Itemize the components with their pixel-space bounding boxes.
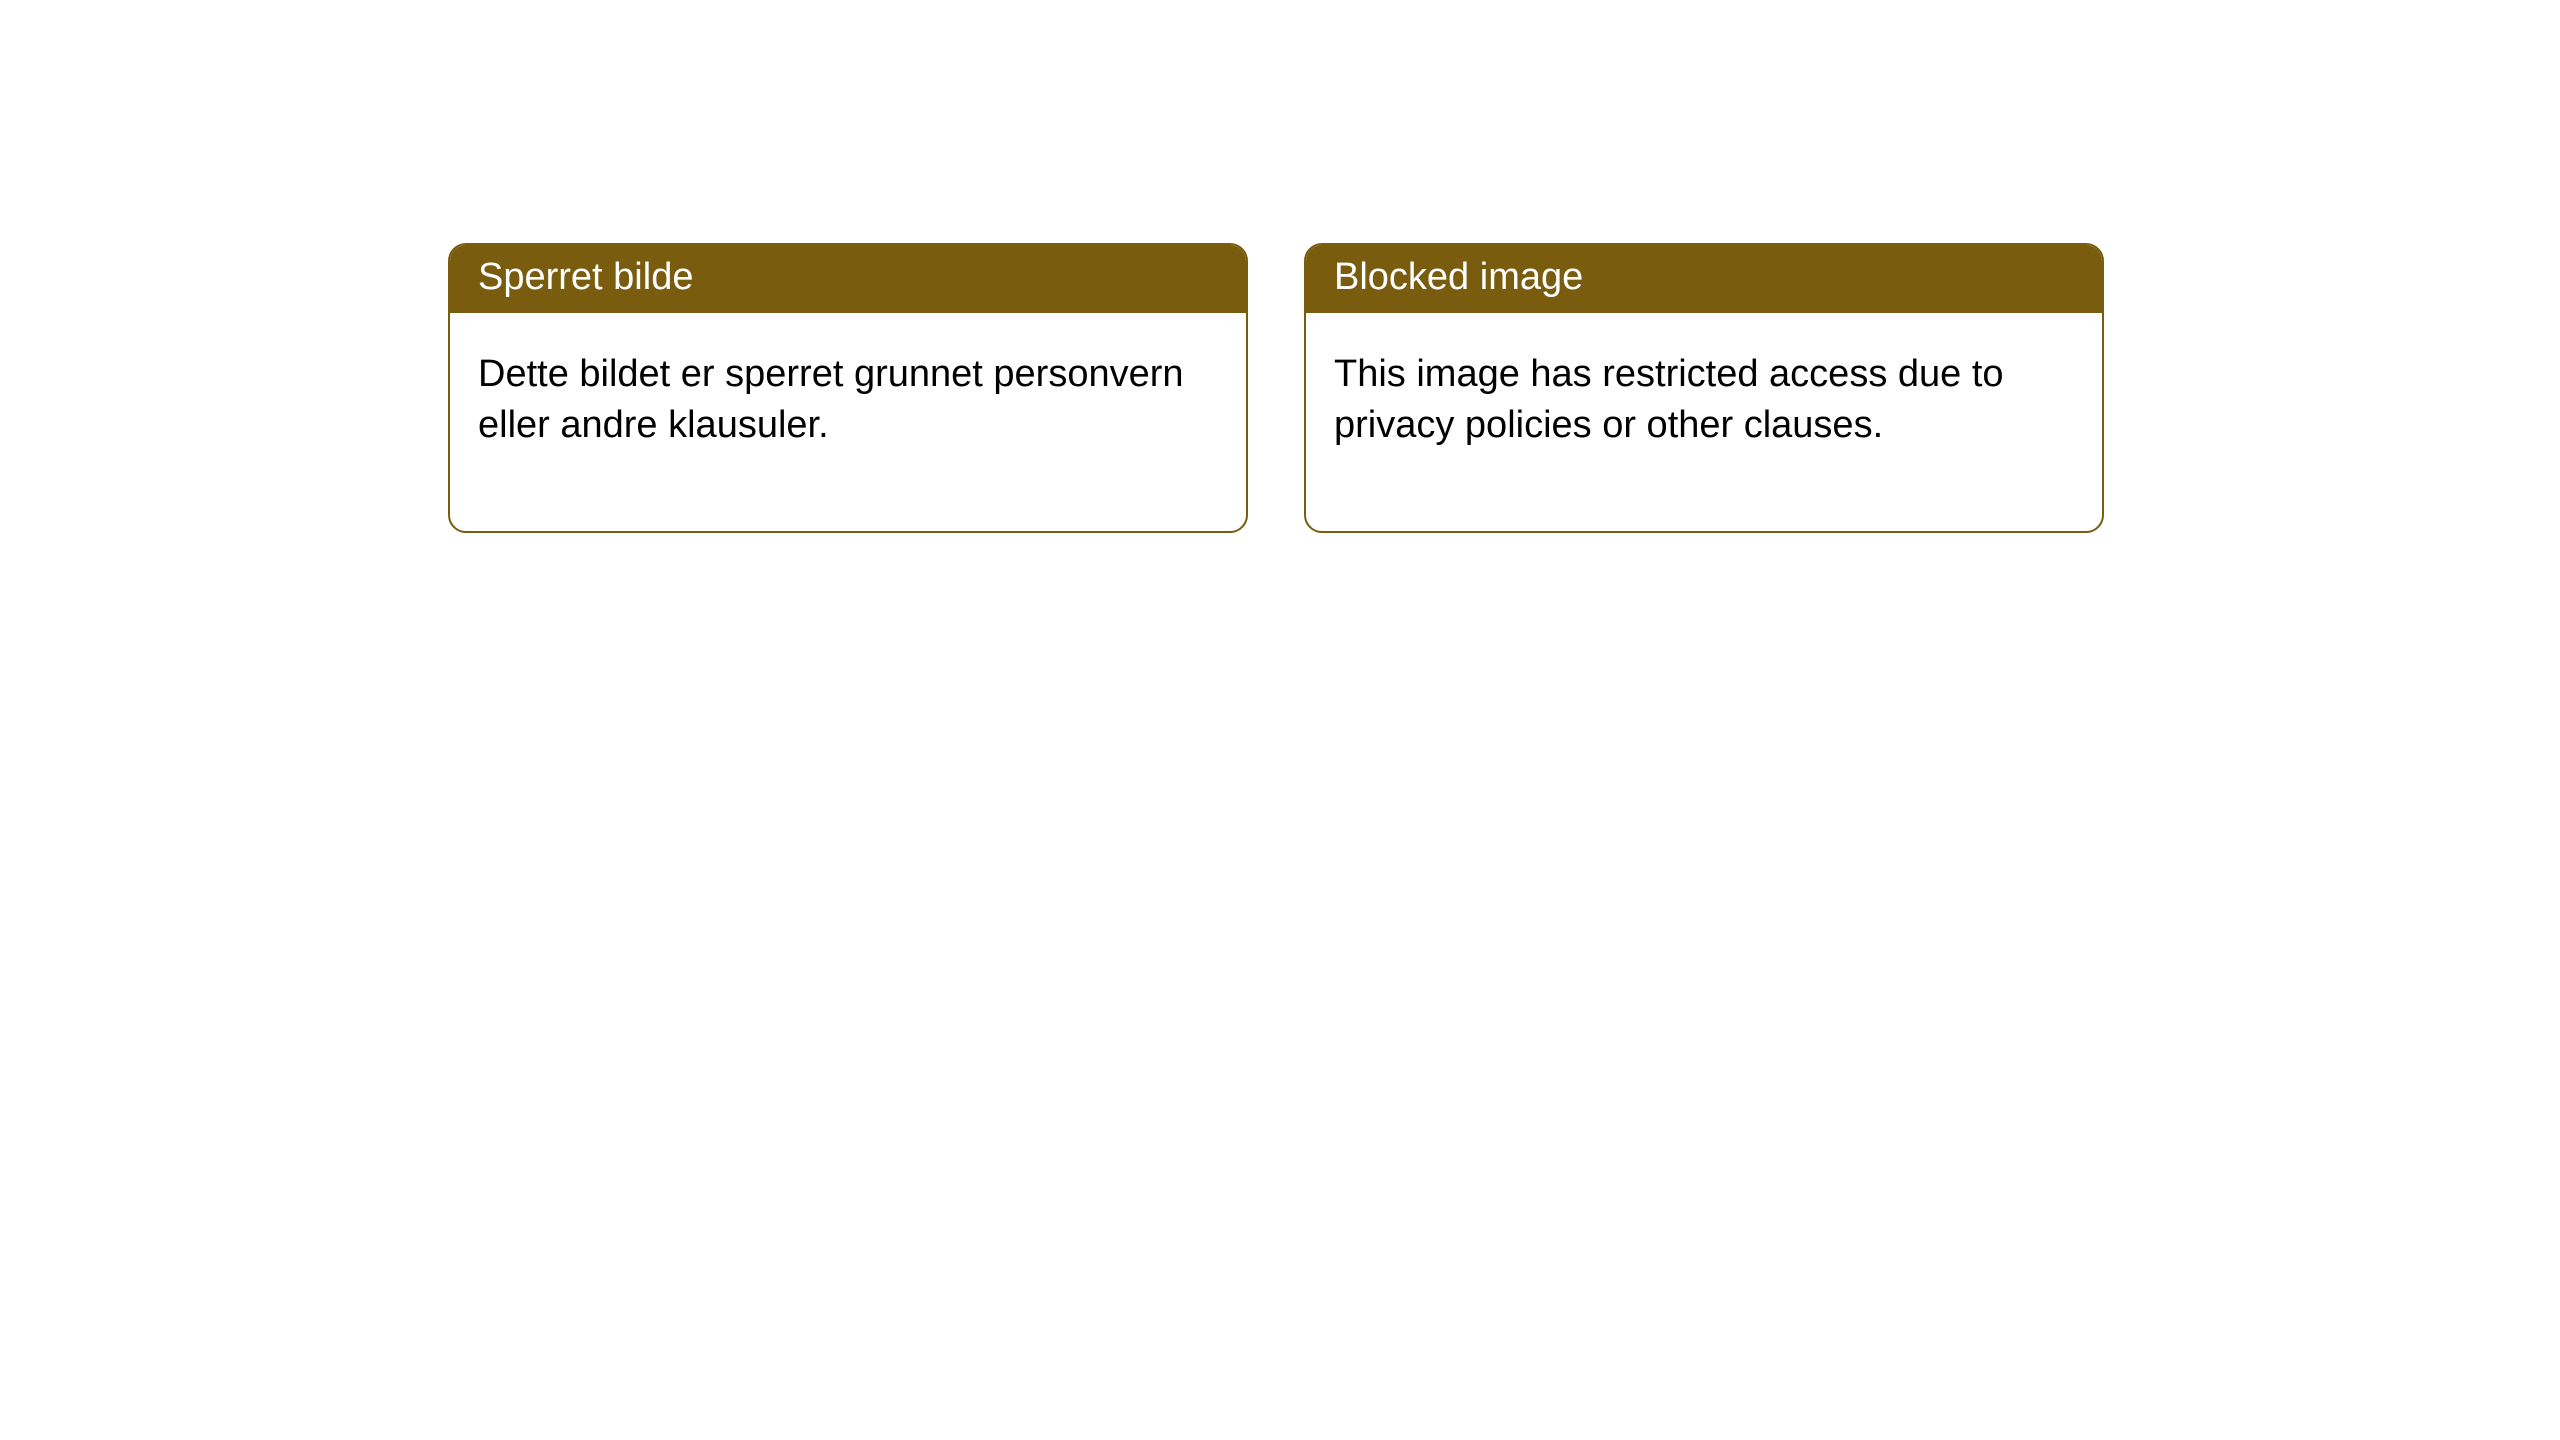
card-body-no: Dette bildet er sperret grunnet personve… [450,313,1246,532]
notice-card-norwegian: Sperret bilde Dette bildet er sperret gr… [448,243,1248,533]
card-title-no: Sperret bilde [450,245,1246,313]
card-body-en: This image has restricted access due to … [1306,313,2102,532]
notice-card-english: Blocked image This image has restricted … [1304,243,2104,533]
card-title-en: Blocked image [1306,245,2102,313]
notice-cards-container: Sperret bilde Dette bildet er sperret gr… [448,243,2104,533]
